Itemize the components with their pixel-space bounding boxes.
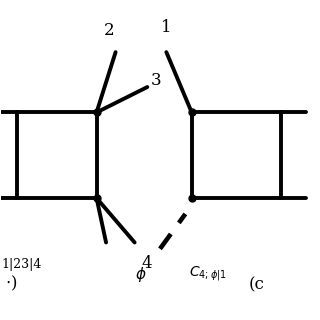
Text: $\cdot$): $\cdot$) (4, 274, 17, 293)
Text: 1|23|4: 1|23|4 (1, 258, 42, 271)
Text: 4: 4 (141, 255, 152, 272)
Text: 3: 3 (150, 72, 161, 89)
Text: $C_{4;\phi|1}$: $C_{4;\phi|1}$ (188, 265, 227, 283)
Text: $\phi$: $\phi$ (135, 265, 147, 284)
Text: (c: (c (249, 276, 265, 293)
Text: 1: 1 (161, 19, 172, 36)
Text: 2: 2 (104, 22, 115, 39)
